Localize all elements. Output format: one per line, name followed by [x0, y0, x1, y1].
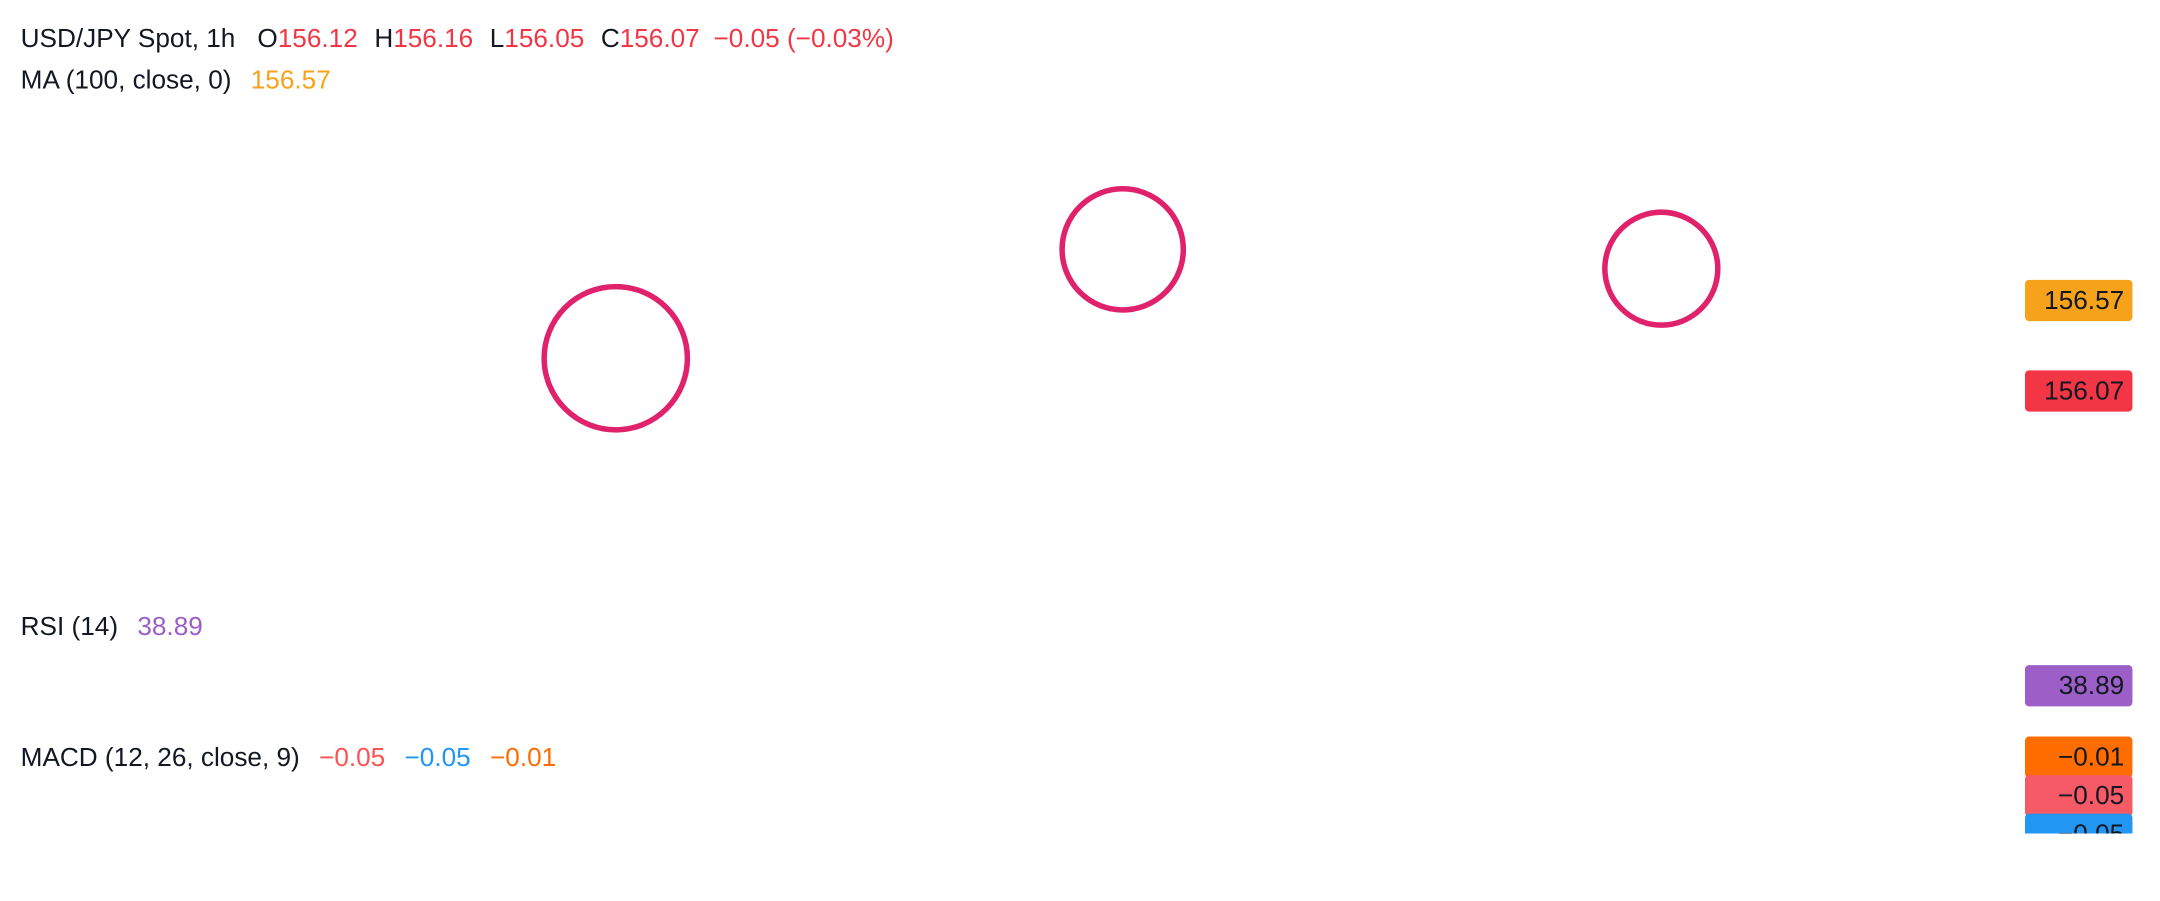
- rsi-title: RSI (14): [21, 611, 118, 641]
- price-badge-label: 156.07: [2044, 375, 2124, 405]
- price-badge: [2025, 279, 2133, 322]
- macd-badges: −0.01 −0.05 −0.05: [2025, 736, 2133, 849]
- price-badge: [2025, 813, 2133, 834]
- symbol-title: USD/JPY Spot, 1h: [21, 23, 236, 53]
- ma-legend: MA (100, close, 0) 156.57: [21, 64, 331, 94]
- annotation-circles: [541, 186, 1721, 433]
- ohlc-value: 156.12: [278, 23, 358, 53]
- highlight-circle: [1602, 209, 1721, 328]
- signal-value: −0.01: [490, 742, 556, 772]
- price-badge-label: −0.01: [2058, 741, 2124, 771]
- price-badge: [2025, 370, 2133, 412]
- ohlc-label: C: [601, 23, 620, 53]
- macd-legend: MACD (12, 26, close, 9) −0.05 −0.05 −0.01: [21, 742, 557, 772]
- labels: USD/JPY Spot, 1h O156.12 H156.16 L156.05 C15…: [21, 23, 894, 772]
- price-badge: [2025, 736, 2133, 778]
- ohlc-label: O: [257, 23, 277, 53]
- ohlc-value: 156.16: [393, 23, 473, 53]
- ohlc-value: 156.07: [620, 23, 700, 53]
- highlight-circle: [1059, 186, 1187, 313]
- rsi-legend: RSI (14) 38.89: [21, 611, 203, 641]
- macd-value: −0.05: [405, 742, 471, 772]
- price-badge: [2025, 665, 2133, 707]
- ohlc-label: H: [374, 23, 393, 53]
- rsi-value: 38.89: [137, 611, 202, 641]
- price-badge: [2025, 775, 2133, 817]
- ohlc-value: 156.05: [504, 23, 584, 53]
- highlight-circle: [541, 283, 691, 433]
- change-value: −0.05 (−0.03%): [714, 23, 894, 53]
- histogram-value: −0.05: [319, 742, 385, 772]
- ma-value: 156.57: [251, 64, 331, 94]
- price-badge-label: 38.89: [2059, 670, 2124, 700]
- price-badge-label: 156.57: [2044, 285, 2124, 315]
- macd-title: MACD (12, 26, close, 9): [21, 742, 300, 772]
- price-badge-label: −0.05: [2058, 780, 2124, 810]
- price-badge-label: −0.05: [2058, 819, 2124, 849]
- ohlc-label: L: [490, 23, 505, 53]
- ma-name: MA (100, close, 0): [21, 64, 232, 94]
- legend-header: USD/JPY Spot, 1h O156.12 H156.16 L156.05 C15…: [21, 23, 894, 53]
